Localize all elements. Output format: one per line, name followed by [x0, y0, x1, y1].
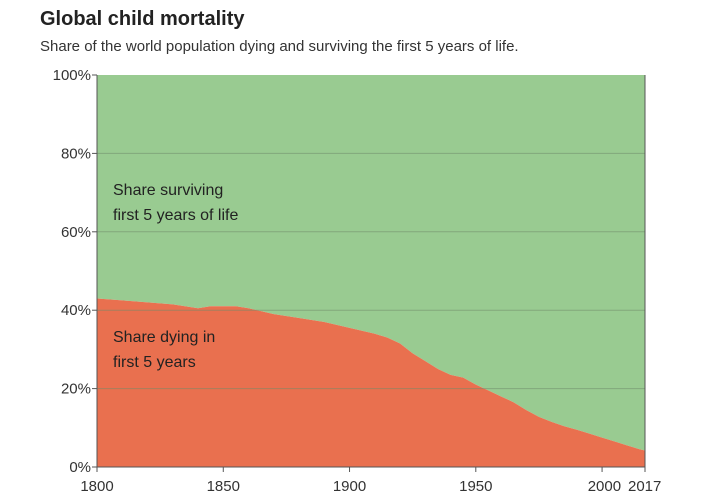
y-tick-label: 100% [53, 67, 91, 84]
y-tick-label: 60% [61, 224, 91, 241]
x-tick-label: 1800 [80, 478, 113, 495]
axes [92, 74, 646, 472]
x-tick-label: 2017 [628, 478, 661, 495]
grid-lines [97, 152, 645, 390]
x-tick-labels: 1800 1850 1900 1950 2000 2017 [80, 478, 661, 495]
x-tick-label: 1850 [207, 478, 240, 495]
chart-title: Global child mortality [40, 8, 245, 30]
y-tick-label: 20% [61, 381, 91, 398]
y-tick-label: 0% [69, 459, 91, 476]
chart-subtitle: Share of the world population dying and … [40, 38, 519, 55]
y-tick-label: 40% [61, 302, 91, 319]
series-label: Share surviving [113, 182, 223, 199]
x-tick-label: 1950 [459, 478, 492, 495]
series-label: first 5 years [113, 354, 196, 371]
annotations: Share surviving first 5 years of life Shar… [113, 182, 238, 371]
x-tick-label: 1900 [333, 478, 366, 495]
area-dying [97, 298, 645, 467]
area-surviving [97, 75, 645, 451]
series-label: first 5 years of life [113, 207, 238, 224]
y-tick-labels: 0% 20% 40% 60% 80% 100% [53, 67, 91, 476]
y-tick-label: 80% [61, 145, 91, 162]
series-label: Share dying in [113, 329, 215, 346]
x-tick-label: 2000 [588, 478, 621, 495]
